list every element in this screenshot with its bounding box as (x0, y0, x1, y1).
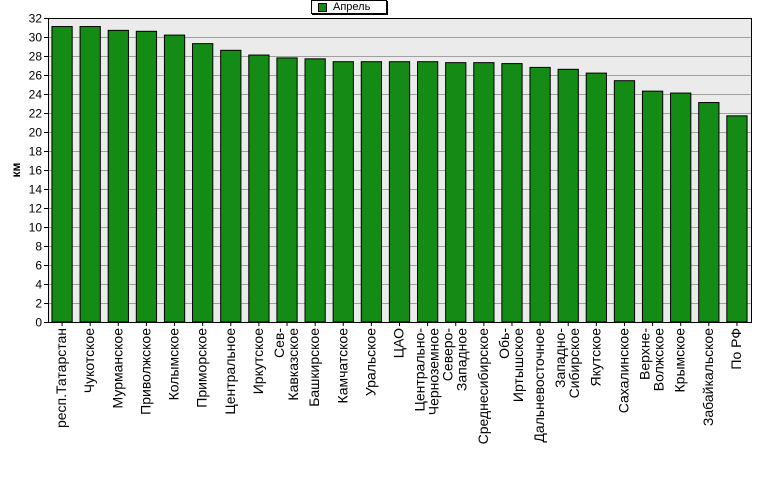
bar (388, 61, 411, 323)
bar (332, 61, 354, 323)
y-tick-label: 32 (29, 12, 43, 26)
legend-swatch (318, 2, 327, 12)
x-tick-label: Приморское (194, 328, 210, 408)
y-tick-label: 28 (29, 50, 43, 64)
x-tick-label: Северо- (440, 328, 456, 382)
bar (585, 72, 607, 323)
y-tick-label: 24 (29, 88, 43, 102)
x-tick-label: Верхне- (637, 328, 653, 380)
bar (360, 61, 383, 323)
y-tick-label: 30 (29, 31, 43, 45)
bar (501, 63, 523, 323)
bar (163, 34, 186, 323)
bar (107, 29, 129, 323)
y-axis-label: км (9, 162, 23, 177)
bar (417, 61, 439, 323)
bar (445, 62, 467, 323)
plot-border (48, 18, 752, 323)
x-tick-label: Забайкальское (700, 328, 716, 426)
x-tick-label: Кавказское (285, 328, 301, 401)
x-tick-label: Уральское (362, 328, 378, 396)
legend-label: Апрель (333, 0, 371, 13)
x-tick-label: Сибирское (566, 328, 582, 399)
x-tick-label: По РФ (728, 328, 744, 370)
x-tick-label: Мурманское (109, 328, 125, 409)
x-tick-label: Крымское (672, 328, 688, 393)
y-tick-label: 4 (35, 278, 42, 292)
x-tick-label: Среднесибирское (475, 328, 491, 445)
x-tick-label: Сев- (271, 328, 287, 358)
y-tick-label: 18 (29, 145, 43, 159)
x-tick-label: Центральное (222, 328, 238, 415)
bar (304, 58, 326, 323)
x-tick-label: Дальневосточное (531, 328, 547, 443)
bar (79, 26, 101, 323)
bar (248, 54, 270, 323)
bar (51, 26, 73, 323)
y-tick-label: 26 (29, 69, 43, 83)
bar (613, 80, 636, 323)
bar (726, 115, 748, 323)
y-tick-label: 10 (29, 221, 43, 235)
x-tick-label: Иркутское (250, 328, 266, 394)
x-tick-label: Обь- (496, 328, 512, 359)
legend: Апрель (311, 0, 387, 14)
x-tick-label: Якутское (587, 328, 603, 387)
x-tick-label: ЦАО (391, 328, 407, 358)
bar (557, 68, 579, 323)
y-tick-label: 14 (29, 183, 43, 197)
bar (473, 62, 495, 323)
y-tick-label: 8 (35, 240, 42, 254)
bar (220, 49, 242, 323)
y-tick-label: 0 (35, 316, 42, 330)
bar (192, 43, 214, 323)
x-tick-label: респ.Татарстан (53, 328, 69, 428)
y-tick-label: 22 (29, 107, 43, 121)
bar (276, 57, 298, 323)
x-tick-label: Приволжское (137, 328, 153, 415)
x-tick-label: Колымское (166, 328, 182, 401)
x-tick-label: Иртышское (510, 328, 526, 402)
x-tick-label: Черноземное (426, 328, 442, 415)
bar (135, 30, 158, 323)
y-tick-label: 12 (29, 202, 43, 216)
x-tick-label: Башкирское (306, 328, 322, 407)
y-tick-label: 6 (35, 259, 42, 273)
y-tick-label: 2 (35, 297, 42, 311)
y-tick-label: 20 (29, 126, 43, 140)
x-tick-label: Западно- (552, 328, 568, 388)
bar (698, 102, 720, 323)
x-tick-label: Центрально- (412, 328, 428, 412)
x-tick-label: Камчатское (334, 328, 350, 404)
x-tick-label: Чукотское (81, 328, 97, 393)
x-tick-label: Сахалинское (615, 328, 631, 413)
y-tick-label: 16 (29, 164, 43, 178)
bar (670, 92, 692, 323)
x-tick-label: Западное (454, 328, 470, 391)
bar (529, 66, 551, 323)
x-tick-label: Волжское (651, 328, 667, 391)
bar (641, 90, 664, 323)
